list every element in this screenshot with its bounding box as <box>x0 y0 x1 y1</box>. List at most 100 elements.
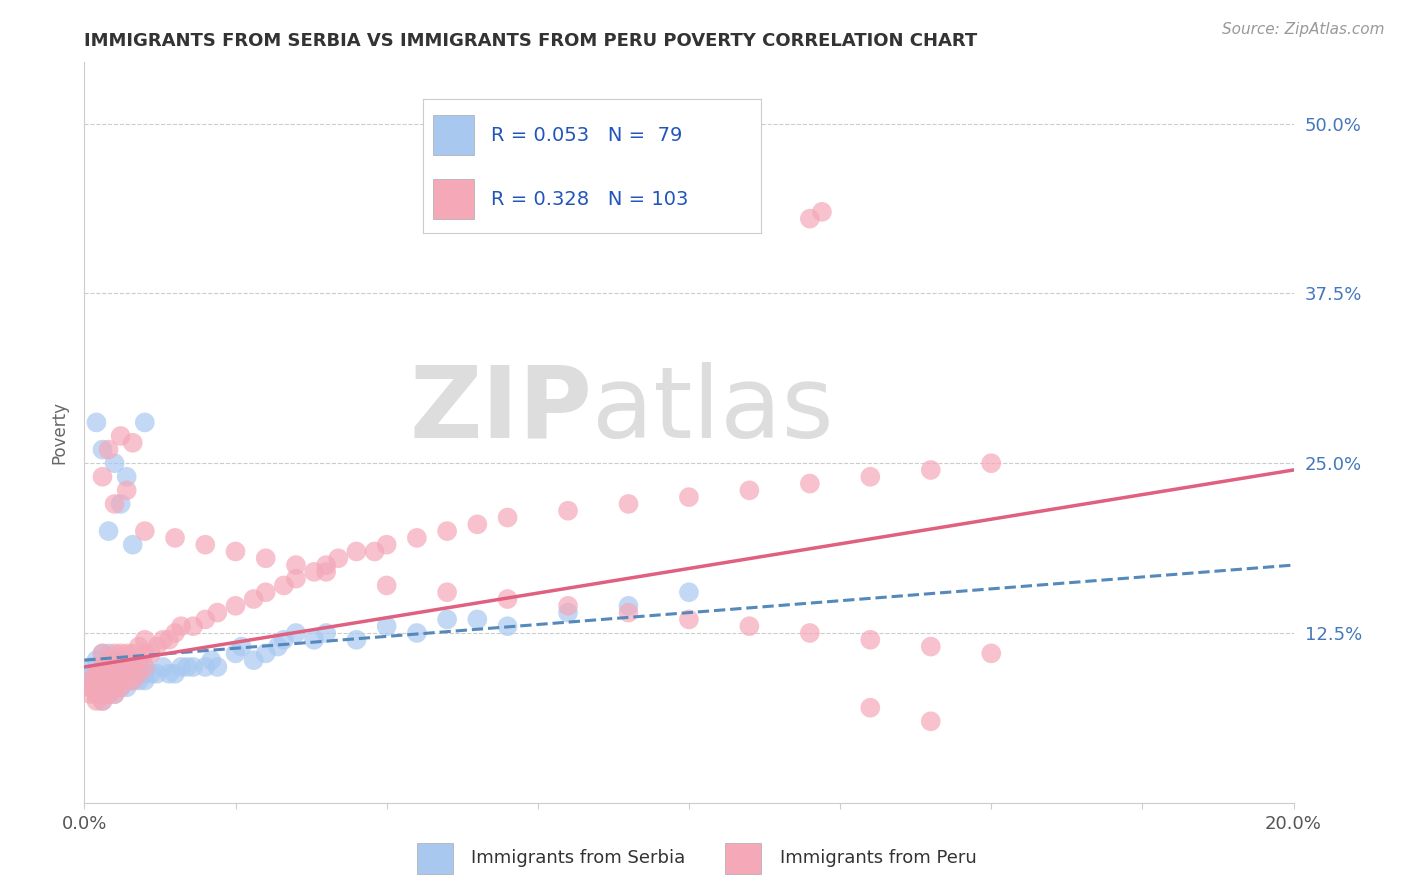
Point <box>91 442 114 457</box>
Point <box>91 687 114 701</box>
Point <box>242 592 264 607</box>
Point <box>302 565 325 579</box>
Point <box>97 673 120 688</box>
Point <box>157 632 180 647</box>
Point <box>859 700 882 714</box>
Point <box>285 572 308 586</box>
Point <box>207 660 229 674</box>
Point <box>146 640 169 654</box>
Point <box>110 681 132 695</box>
Point <box>920 714 942 729</box>
Point <box>134 666 156 681</box>
Point <box>97 681 120 695</box>
Point <box>254 646 277 660</box>
Point <box>91 469 114 483</box>
Point <box>91 673 114 688</box>
Point <box>79 681 101 695</box>
Point <box>121 673 143 688</box>
Point <box>134 416 156 430</box>
Point <box>104 646 127 660</box>
Point <box>128 666 150 681</box>
Point <box>315 565 337 579</box>
Point <box>91 673 114 688</box>
Point <box>181 619 204 633</box>
Point <box>104 681 127 695</box>
Point <box>302 632 325 647</box>
Point <box>86 687 108 701</box>
Point <box>254 585 277 599</box>
Point <box>86 416 108 430</box>
Text: IMMIGRANTS FROM SERBIA VS IMMIGRANTS FROM PERU POVERTY CORRELATION CHART: IMMIGRANTS FROM SERBIA VS IMMIGRANTS FRO… <box>84 32 977 50</box>
Point <box>920 640 942 654</box>
Point <box>134 646 156 660</box>
Point <box>121 666 143 681</box>
Point <box>165 666 187 681</box>
Text: atlas: atlas <box>592 362 834 458</box>
Point <box>194 538 217 552</box>
Point <box>134 524 156 538</box>
Point <box>79 660 101 674</box>
Point <box>799 476 821 491</box>
Point <box>678 585 700 599</box>
Point <box>115 483 138 498</box>
Point <box>406 531 429 545</box>
Point <box>738 483 761 498</box>
Point <box>207 606 229 620</box>
Point <box>121 673 143 688</box>
Point <box>557 599 579 613</box>
Point <box>104 653 127 667</box>
Point <box>97 681 120 695</box>
Point <box>496 619 519 633</box>
Point <box>557 504 579 518</box>
Point <box>91 646 114 660</box>
Point <box>79 673 101 688</box>
Point <box>91 694 114 708</box>
Point <box>134 632 156 647</box>
Point <box>678 490 700 504</box>
Point <box>146 666 169 681</box>
Point <box>811 205 834 219</box>
Point <box>115 646 138 660</box>
Point <box>104 666 127 681</box>
Point <box>86 666 108 681</box>
Point <box>97 653 120 667</box>
Point <box>97 666 120 681</box>
Point <box>86 666 108 681</box>
Point <box>467 517 489 532</box>
Point <box>86 694 108 708</box>
Point <box>346 544 368 558</box>
Point <box>91 694 114 708</box>
Point <box>617 599 640 613</box>
Point <box>346 632 368 647</box>
Point <box>121 660 143 674</box>
Text: Source: ZipAtlas.com: Source: ZipAtlas.com <box>1222 22 1385 37</box>
Point <box>121 646 143 660</box>
Point <box>157 666 180 681</box>
Point <box>920 463 942 477</box>
Point <box>104 673 127 688</box>
Point <box>110 666 132 681</box>
Point <box>194 612 217 626</box>
Point <box>86 681 108 695</box>
Point <box>617 606 640 620</box>
Point <box>285 558 308 572</box>
Point <box>110 653 132 667</box>
Point <box>110 646 132 660</box>
Point <box>375 619 398 633</box>
Point <box>139 646 162 660</box>
Point <box>134 660 156 674</box>
Point <box>104 497 127 511</box>
Point <box>859 469 882 483</box>
Point <box>328 551 350 566</box>
Point <box>242 653 264 667</box>
Point <box>181 660 204 674</box>
Point <box>738 619 761 633</box>
Point <box>104 687 127 701</box>
Point <box>97 660 120 674</box>
Point <box>176 660 198 674</box>
Point <box>152 632 174 647</box>
Point <box>115 673 138 688</box>
Point <box>91 660 114 674</box>
Point <box>79 687 101 701</box>
Point <box>115 660 138 674</box>
